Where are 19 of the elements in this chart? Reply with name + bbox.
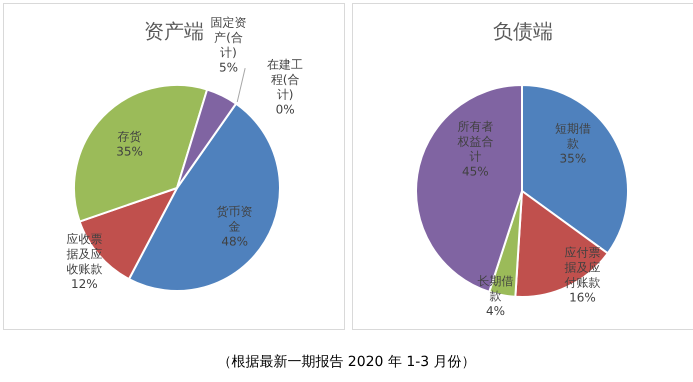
text: （根据最新一期报告 2020 年 1-3 月份） [216,353,477,371]
data-label: 35% [116,144,143,158]
slice-label: 应收票据及应收账款 [66,232,102,276]
text: 0% [276,102,295,117]
category-label: 在建工程(合计) [267,58,304,102]
slice-label: 固定资产(合计) [210,15,246,60]
chart-title: 负债端 [492,18,554,45]
data-label: 48% [221,234,248,248]
data-label: 35% [560,151,586,166]
data-label: 16% [569,290,596,304]
data-label: 12% [70,276,98,291]
data-label: 5% [218,60,238,74]
slice-label: 短期借款 [554,121,591,150]
slice-label: 货币资金 [216,204,253,234]
data-label: 4% [486,304,506,318]
chart-title: 资产端 [144,19,204,43]
data-label: 45% [462,164,489,178]
slice-label: 存货 [118,129,142,144]
slice-label: 所有者权益合计 [456,119,494,164]
